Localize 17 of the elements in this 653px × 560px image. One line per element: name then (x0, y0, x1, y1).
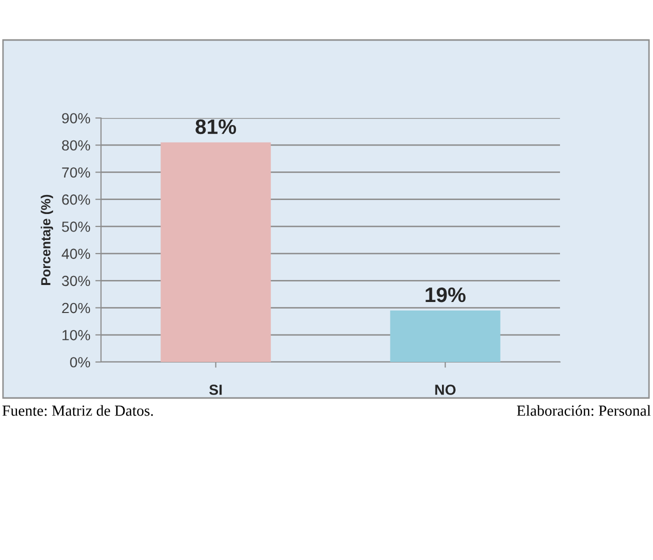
text: Elaboración: Personal (516, 405, 651, 416)
y-tick-label: 0% (70, 357, 90, 368)
y-tick-label: 60% (62, 194, 90, 205)
y-tick-label: 20% (62, 302, 90, 314)
y-axis-title: Porcentaje (%) (40, 194, 54, 285)
x-tick-label: SI (209, 384, 222, 395)
y-tick-label: 30% (62, 276, 90, 286)
y-tick-label: 90% (62, 113, 90, 124)
y-tick-label: 50% (62, 222, 90, 232)
y-tick-label: 40% (62, 248, 90, 259)
data-label: 19% (426, 287, 466, 302)
x-tick-label: NO (435, 384, 456, 395)
data-label: 81% (196, 119, 236, 134)
y-tick-label: 10% (62, 330, 90, 340)
source-note: Fuente: Matriz de Datos. (2, 405, 153, 416)
y-tick-label: 80% (62, 140, 90, 151)
y-tick-label: 70% (62, 167, 90, 178)
